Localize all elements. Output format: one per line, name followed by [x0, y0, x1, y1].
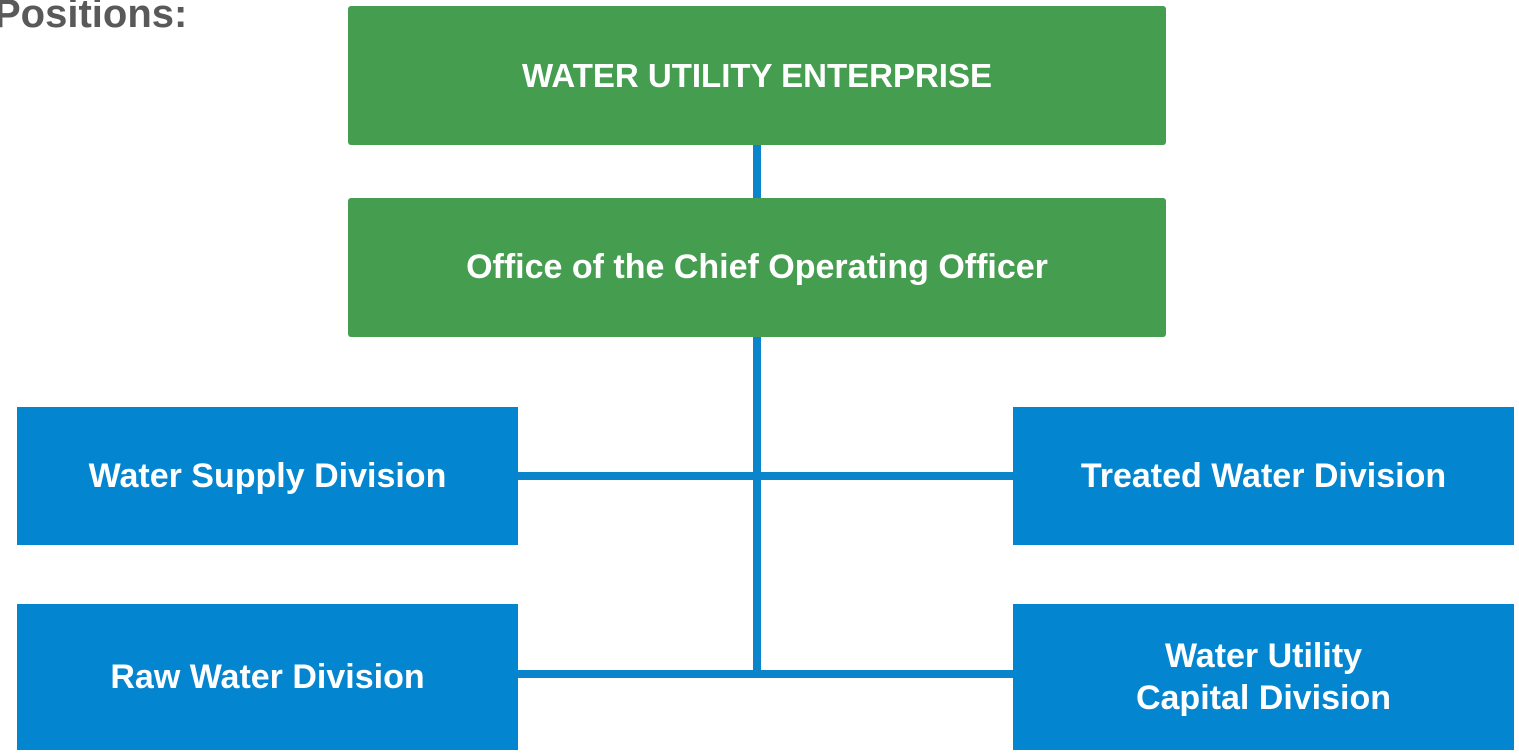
node: Water Supply Division — [17, 407, 518, 545]
node-label: Treated Water Division — [1080, 456, 1447, 495]
node: WATER UTILITY ENTERPRISE — [348, 6, 1166, 145]
node-label: Capital Division — [1135, 679, 1392, 717]
node-label: Water Utility — [1164, 636, 1363, 675]
node-label: Water Supply Division — [88, 456, 447, 495]
node-label: Raw Water Division — [110, 657, 425, 696]
heading: Positions: — [0, 0, 188, 36]
node-label: WATER UTILITY ENTERPRISE — [522, 56, 992, 94]
node: Treated Water Division — [1013, 407, 1514, 545]
node: Office of the Chief Operating Officer — [348, 198, 1166, 337]
node: Water Utility Capital Division — [1013, 604, 1514, 750]
node-label: Office of the Chief Operating Officer — [466, 248, 1048, 287]
node: Raw Water Division — [17, 604, 518, 750]
